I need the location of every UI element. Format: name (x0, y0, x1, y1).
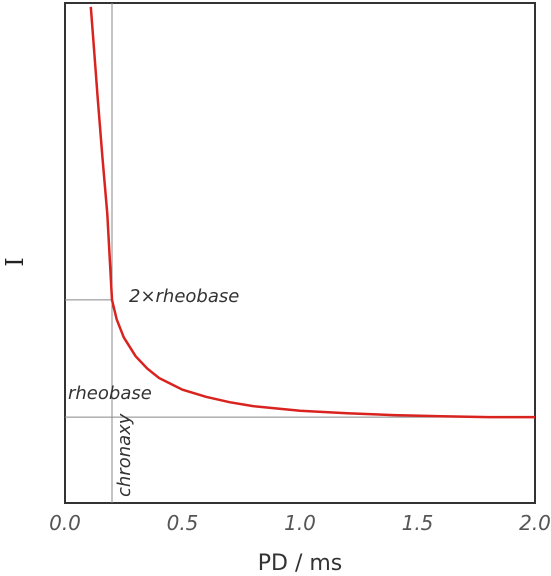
x-tick-label: 1.5 (402, 511, 434, 535)
rheobase-label: rheobase (68, 383, 152, 404)
chronaxie-label: chronaxy (114, 413, 135, 497)
strength-duration-curve (89, 6, 535, 419)
x-tick-label: 0.0 (49, 511, 81, 535)
plot-frame (64, 2, 536, 504)
x-axis-title: PD / ms (258, 551, 343, 576)
x-tick-label: 2.0 (519, 511, 551, 535)
x-tick-labels: 0.0 0.5 1.0 1.5 2.0 (49, 511, 551, 535)
x-tick-label: 0.5 (167, 511, 199, 535)
double-rheobase-label: 2×rheobase (129, 286, 239, 307)
x-tick-label: 1.0 (284, 511, 316, 535)
y-axis-title: I (1, 257, 29, 266)
